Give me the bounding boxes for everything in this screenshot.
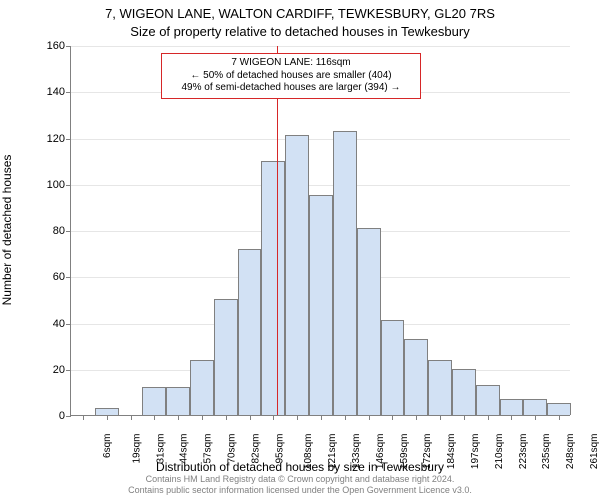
xtick-mark: [250, 415, 251, 420]
xtick-mark: [107, 415, 108, 420]
ytick-mark: [66, 231, 71, 232]
xtick-mark: [297, 415, 298, 420]
xtick-mark: [369, 415, 370, 420]
ytick-mark: [66, 185, 71, 186]
xtick-mark: [154, 415, 155, 420]
annotation-line: ← 50% of detached houses are smaller (40…: [168, 70, 414, 83]
xtick-label: 95sqm: [274, 434, 285, 464]
ytick-mark: [66, 139, 71, 140]
xtick-mark: [202, 415, 203, 420]
xtick-mark: [226, 415, 227, 420]
chart-container: 7, WIGEON LANE, WALTON CARDIFF, TEWKESBU…: [0, 0, 600, 500]
ytick-mark: [66, 370, 71, 371]
ytick-label: 140: [37, 86, 65, 98]
xtick-mark: [273, 415, 274, 420]
histogram-bar: [523, 399, 547, 415]
histogram-bar: [381, 320, 405, 415]
footer-line-1: Contains HM Land Registry data © Crown c…: [146, 474, 455, 484]
xtick-mark: [392, 415, 393, 420]
ytick-mark: [66, 46, 71, 47]
x-axis-label: Distribution of detached houses by size …: [0, 460, 600, 474]
xtick-mark: [131, 415, 132, 420]
xtick-label: 6sqm: [102, 434, 113, 458]
plot-area: 0204060801001201401606sqm19sqm31sqm44sqm…: [70, 46, 570, 416]
grid-line: [71, 139, 570, 140]
histogram-bar: [95, 408, 119, 415]
ytick-label: 80: [37, 225, 65, 237]
ytick-label: 40: [37, 318, 65, 330]
histogram-bar: [190, 360, 214, 416]
xtick-mark: [559, 415, 560, 420]
ytick-mark: [66, 324, 71, 325]
ytick-mark: [66, 92, 71, 93]
histogram-bar: [452, 369, 476, 415]
histogram-bar: [142, 387, 166, 415]
histogram-bar: [214, 299, 238, 415]
histogram-bar: [500, 399, 524, 415]
ytick-label: 20: [37, 364, 65, 376]
xtick-mark: [321, 415, 322, 420]
histogram-bar: [261, 161, 285, 415]
histogram-bar: [333, 131, 357, 415]
xtick-mark: [440, 415, 441, 420]
xtick-mark: [511, 415, 512, 420]
xtick-label: 44sqm: [179, 434, 190, 464]
xtick-label: 31sqm: [155, 434, 166, 464]
y-axis-label: Number of detached houses: [0, 155, 14, 306]
histogram-bar: [166, 387, 190, 415]
ytick-label: 120: [37, 133, 65, 145]
ytick-label: 0: [37, 410, 65, 422]
xtick-label: 82sqm: [250, 434, 261, 464]
xtick-label: 70sqm: [226, 434, 237, 464]
footer-attribution: Contains HM Land Registry data © Crown c…: [0, 474, 600, 496]
title-line-2: Size of property relative to detached ho…: [0, 24, 600, 39]
histogram-bar: [285, 135, 309, 415]
xtick-label: 57sqm: [203, 434, 214, 464]
grid-line: [71, 185, 570, 186]
xtick-label: 19sqm: [131, 434, 142, 464]
xtick-mark: [535, 415, 536, 420]
histogram-bar: [428, 360, 452, 416]
reference-line: [277, 46, 278, 415]
annotation-line: 49% of semi-detached houses are larger (…: [168, 82, 414, 95]
histogram-bar: [476, 385, 500, 415]
ytick-mark: [66, 277, 71, 278]
ytick-mark: [66, 416, 71, 417]
histogram-bar: [404, 339, 428, 415]
ytick-label: 100: [37, 179, 65, 191]
ytick-label: 60: [37, 271, 65, 283]
annotation-line: 7 WIGEON LANE: 116sqm: [168, 57, 414, 70]
xtick-mark: [464, 415, 465, 420]
histogram-bar: [547, 403, 571, 415]
histogram-bar: [357, 228, 381, 415]
xtick-mark: [416, 415, 417, 420]
xtick-mark: [178, 415, 179, 420]
grid-line: [71, 46, 570, 47]
histogram-bar: [309, 195, 333, 415]
xtick-mark: [345, 415, 346, 420]
histogram-bar: [238, 249, 262, 416]
ytick-label: 160: [37, 40, 65, 52]
footer-line-2: Contains public sector information licen…: [128, 485, 472, 495]
title-line-1: 7, WIGEON LANE, WALTON CARDIFF, TEWKESBU…: [0, 6, 600, 21]
annotation-box: 7 WIGEON LANE: 116sqm← 50% of detached h…: [161, 53, 421, 99]
xtick-mark: [488, 415, 489, 420]
xtick-mark: [83, 415, 84, 420]
